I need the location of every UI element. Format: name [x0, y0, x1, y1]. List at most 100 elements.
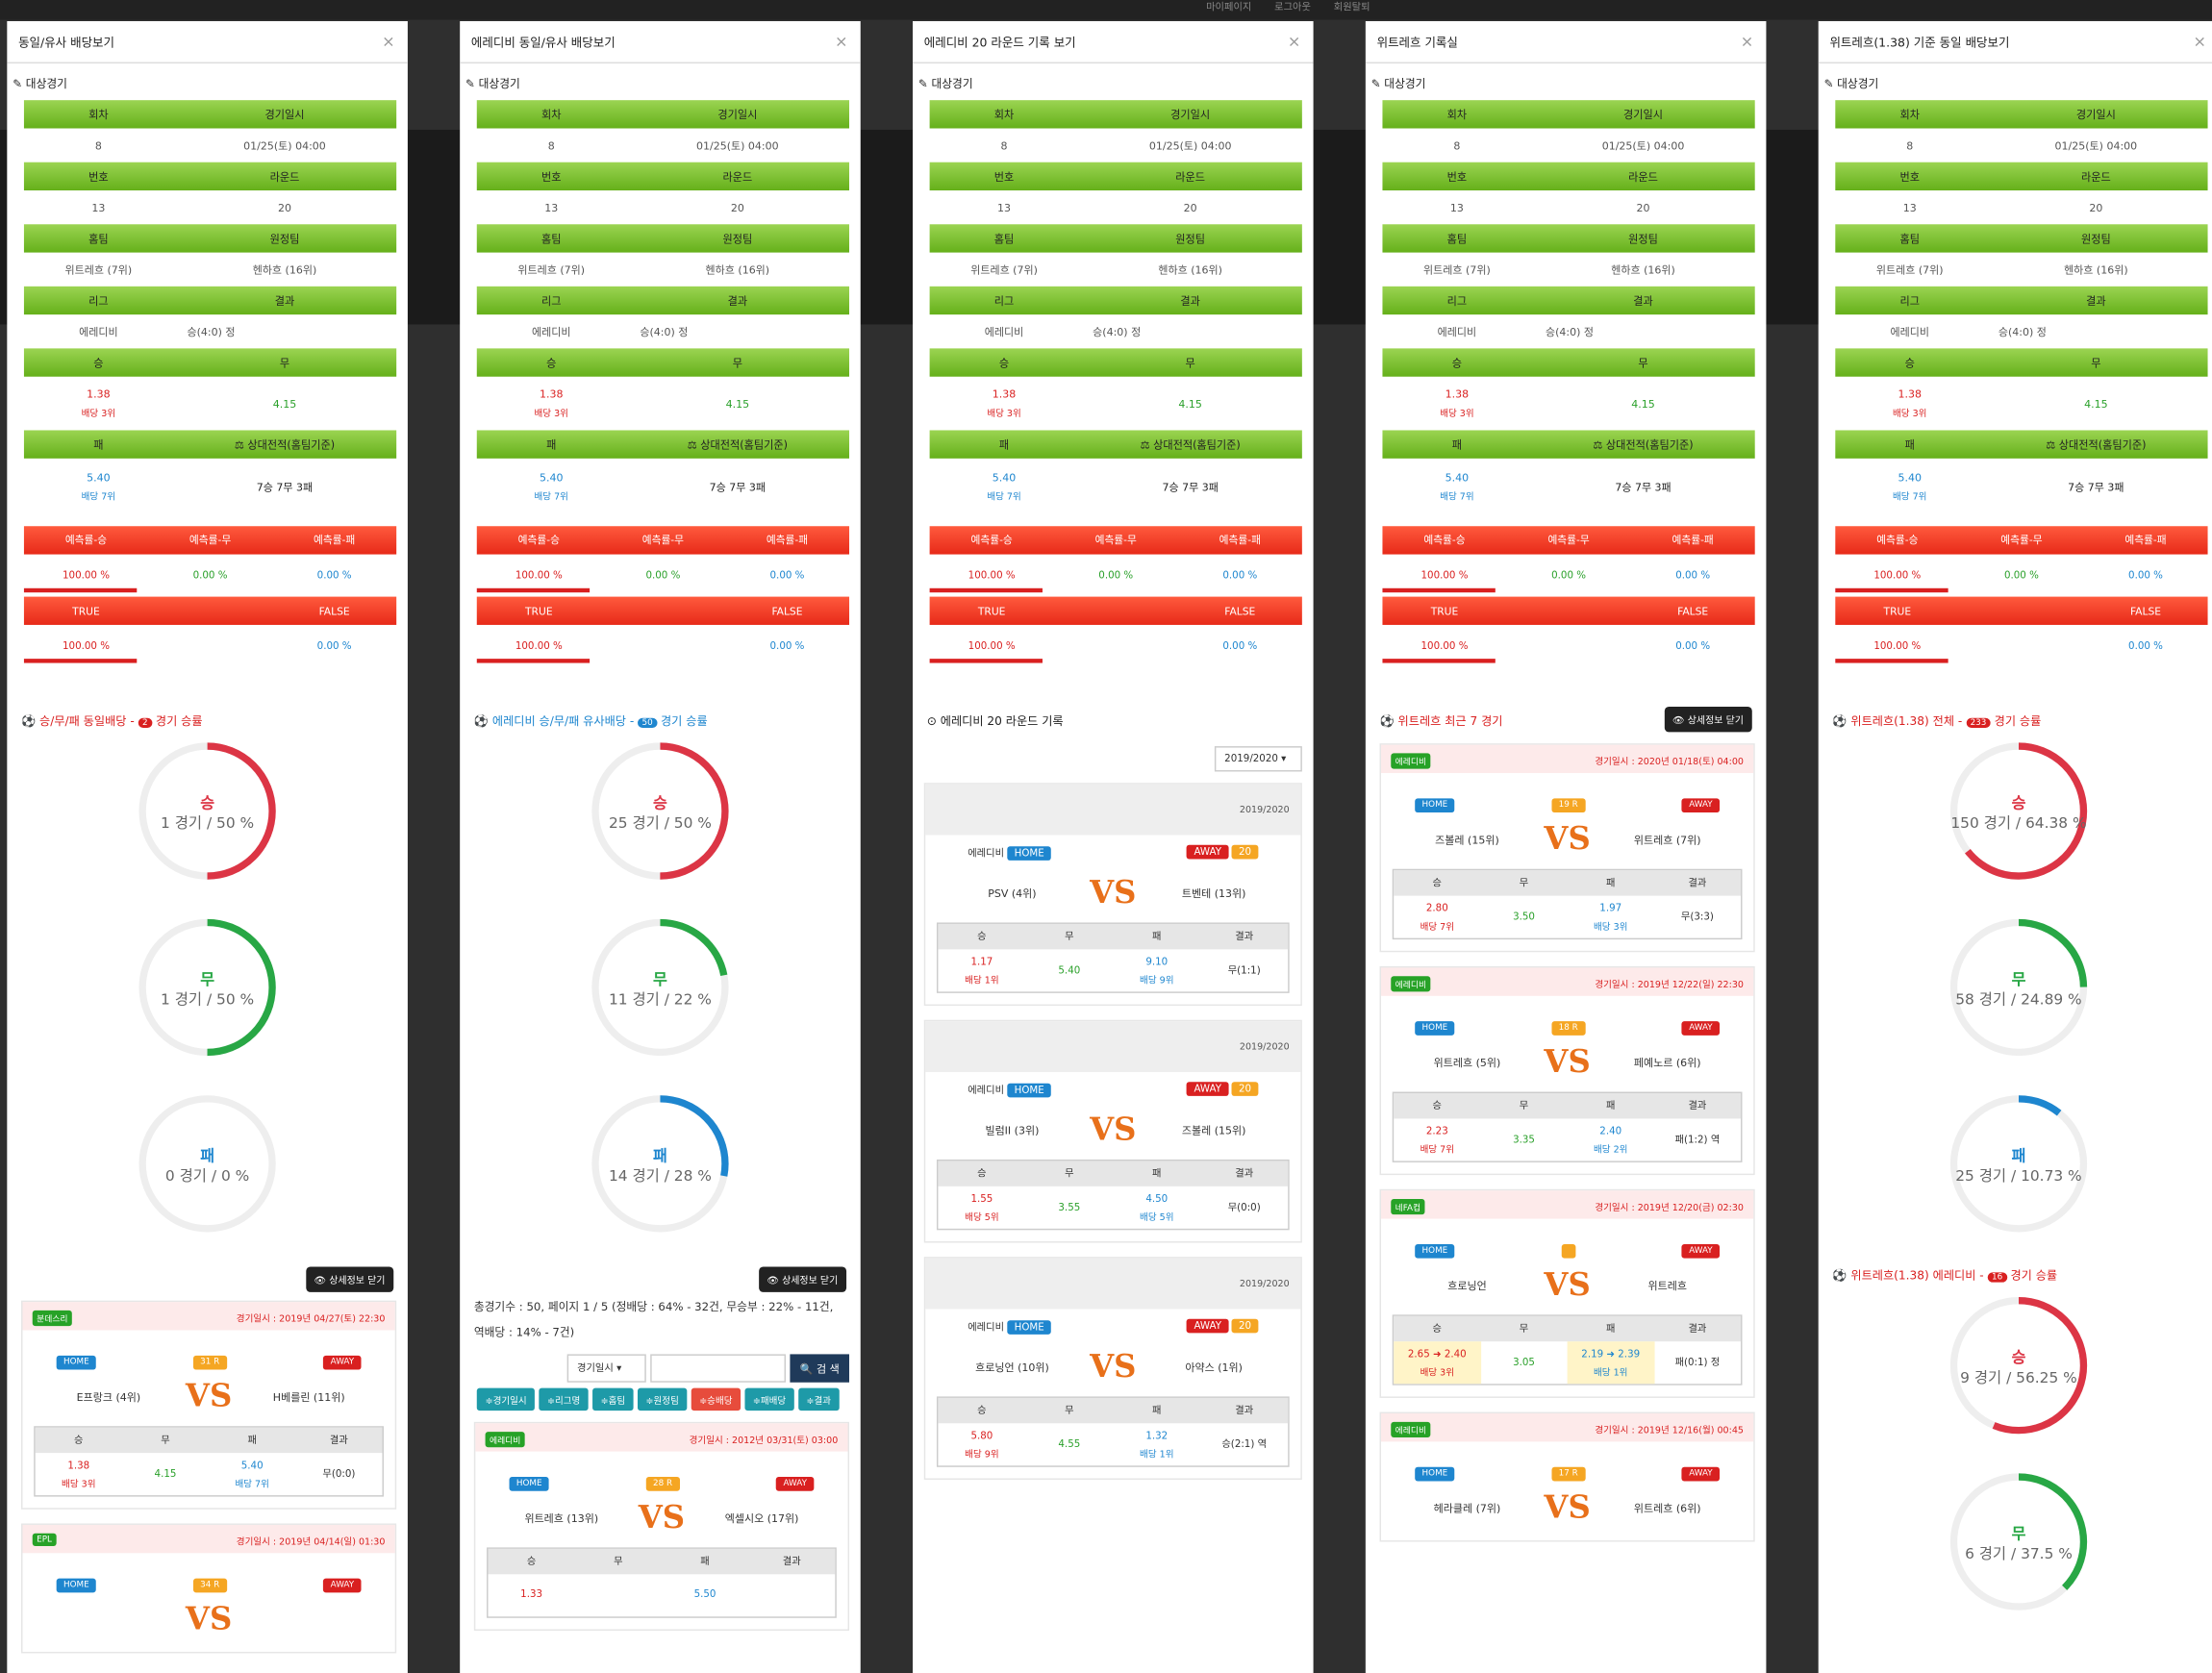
- sort-select[interactable]: 경기일시 ▾: [566, 1354, 646, 1383]
- prediction-values: 100.00 % 0.00 % 0.00 %: [23, 555, 396, 597]
- sort-button[interactable]: ≑경기일시: [476, 1387, 536, 1411]
- home-team-name: PSV (4위): [988, 886, 1037, 900]
- prediction-bar: [23, 587, 138, 593]
- mypage-link[interactable]: 마이페이지: [1206, 1, 1252, 13]
- prediction-values: 100.00 % 0.00 % 0.00 %: [476, 555, 849, 597]
- sort-button[interactable]: ≑결과: [797, 1387, 840, 1411]
- header-h2h: ⚖ 상대전적(홈팀기준): [687, 437, 788, 451]
- search-input[interactable]: [650, 1354, 787, 1383]
- prediction-values: 100.00 % 0.00 % 0.00 %: [1382, 555, 1754, 597]
- header-h2h: ⚖ 상대전적(홈팀기준): [1593, 437, 1694, 451]
- home-team-name: E프랑크 (4위): [76, 1389, 141, 1404]
- target-section-title: ✎ 대상경기: [1370, 77, 1426, 90]
- truefalse-values: 100.00 % 0.00 %: [1382, 625, 1754, 667]
- target-table: 회차 경기일시 8 01/25(토) 04:00 번호 라운드 13 20 홈팀 원정팀 …: [929, 100, 1302, 667]
- header-result: 결과: [2086, 293, 2106, 308]
- sort-button[interactable]: ≑원정팀: [637, 1387, 688, 1411]
- sort-button[interactable]: ≑패배당: [744, 1387, 794, 1411]
- match-card[interactable]: 분데스리 경기일시 : 2019년 04/27(토) 22:30 HOME 31 R…: [21, 1300, 397, 1510]
- league-badge: 에레디비: [1391, 976, 1431, 992]
- match-card[interactable]: 네FA컵 경기일시 : 2019년 12/20(금) 02:30 HOME AWAY…: [1379, 1188, 1755, 1398]
- number-value: 13: [1902, 201, 1917, 214]
- round-record[interactable]: 2019/2020 에레디비 HOME AWAY 20 빌럼II (3위) VS 즈볼…: [923, 1019, 1302, 1243]
- home-badge: HOME: [1415, 1466, 1455, 1482]
- match-date: 2019년 12/22(일) 22:30: [1637, 979, 1744, 990]
- prediction-bar: [1835, 587, 1948, 593]
- win-rank: 배당 7위: [1420, 1143, 1455, 1155]
- date-value: 01/25(토) 04:00: [243, 138, 326, 152]
- away-badge: AWAY: [1681, 798, 1721, 813]
- round-record[interactable]: 2019/2020 에레디비 HOME AWAY 20 흐로닝언 (10위) VS 아…: [923, 1257, 1302, 1480]
- detail-close-button[interactable]: 👁 상세정보 닫기: [1664, 707, 1752, 733]
- close-icon[interactable]: ×: [835, 32, 848, 51]
- league-name: 에레디비: [968, 1321, 1005, 1334]
- win-odds: 1.38: [67, 1459, 90, 1471]
- draw-odds: 3.35: [1513, 1134, 1535, 1146]
- round-badge: 20: [1231, 1318, 1259, 1334]
- header-loss: 패: [1904, 437, 1915, 451]
- loss-odds: 5.40: [539, 471, 564, 485]
- header-league: 리그: [88, 293, 109, 308]
- loss-rank: 배당 3위: [1594, 920, 1628, 933]
- round-value: 8: [1000, 138, 1008, 152]
- detail-close-button[interactable]: 👁 상세정보 닫기: [305, 1266, 394, 1292]
- sort-button[interactable]: ≑리그명: [539, 1387, 590, 1411]
- section-title: ⚽ 에레디비 승/무/패 유사배당 - 50 경기 승률: [473, 713, 708, 729]
- result-value: 승(4:0) 정: [1998, 325, 2047, 338]
- result-value: 승(4:0) 정: [640, 325, 689, 338]
- header-number: 번호: [993, 169, 1015, 183]
- detail-close-button[interactable]: 👁 상세정보 닫기: [758, 1266, 847, 1292]
- home-team-name: 헤라클레 (7위): [1433, 1501, 1501, 1514]
- header-loss: 패: [546, 437, 557, 451]
- search-button[interactable]: 🔍 검 색: [790, 1354, 850, 1383]
- match-card[interactable]: 에레디비 경기일시 : 2020년 01/18(토) 04:00 HOME 19 R…: [1379, 743, 1755, 953]
- h2h-value: 7승 7무 3패: [2068, 480, 2124, 493]
- close-icon[interactable]: ×: [1740, 32, 1754, 51]
- gauge-ring: [138, 742, 276, 880]
- gauge-label: 무: [200, 970, 215, 989]
- odds-table: 승 무 패 결과 5.80 배당 9위 4.55 1.32 배당 1위 승(2:1) 역: [936, 1396, 1290, 1467]
- win-odds: 1.38: [539, 387, 564, 401]
- date-value: 01/25(토) 04:00: [1601, 138, 1685, 152]
- win-odds: 1.33: [520, 1587, 543, 1599]
- gauge-value: 58 경기 / 24.89 %: [1955, 991, 2082, 1009]
- round-value: 8: [1906, 138, 1914, 152]
- draw-odds: 3.50: [1513, 911, 1535, 923]
- prediction-bar: [929, 587, 1043, 593]
- header-round: 회차: [540, 108, 562, 121]
- withdraw-link[interactable]: 회원탈퇴: [1333, 1, 1370, 13]
- match-date: 2019년 12/20(금) 02:30: [1637, 1201, 1744, 1213]
- header-win: 승: [546, 356, 557, 369]
- close-icon[interactable]: ×: [1287, 32, 1301, 51]
- draw-odds: 4.15: [725, 396, 750, 411]
- home-team: 위트레흐 (7위): [517, 262, 586, 276]
- odds-table: 승 무 패 결과 2.80 배당 7위 3.50 1.97 배당 3위 무(3:3): [1392, 868, 1743, 940]
- gauge-value: 14 경기 / 28 %: [608, 1167, 712, 1186]
- match-card[interactable]: EPL 경기일시 : 2019년 04/14(일) 01:30 HOME 34 R A…: [21, 1523, 397, 1654]
- vs-text: VS: [638, 1499, 686, 1536]
- season-label: 2019/2020: [925, 784, 1301, 836]
- gauge-패: 패 25 경기 / 10.73 %: [1946, 1090, 2093, 1237]
- sort-button[interactable]: ≑승배당: [691, 1387, 742, 1411]
- league-badge: 에레디비: [485, 1432, 525, 1448]
- gauge-ring: [1949, 1296, 2088, 1435]
- match-card[interactable]: 에레디비 경기일시 : 2019년 12/22(일) 22:30 HOME 18 R…: [1379, 965, 1755, 1176]
- match-card[interactable]: 에레디비 경기일시 : 2019년 12/16(월) 00:45 HOME 17 R…: [1379, 1411, 1755, 1542]
- win-odds: 1.38: [87, 387, 111, 401]
- close-icon[interactable]: ×: [382, 32, 395, 51]
- away-team-name: 위트레흐 (7위): [1633, 833, 1701, 846]
- round-badge: 28 R: [645, 1477, 680, 1491]
- away-team-name: 위트레흐: [1647, 1278, 1687, 1292]
- season-select[interactable]: 2019/2020 ▾: [1214, 746, 1302, 772]
- home-team-name: 흐로닝언 (10위): [975, 1361, 1049, 1374]
- round-record[interactable]: 2019/2020 에레디비 HOME AWAY 20 PSV (4위) VS 트벤테…: [923, 783, 1302, 1007]
- gauge-value: 150 경기 / 64.38 %: [1950, 814, 2087, 833]
- match-card[interactable]: 에레디비 경기일시 : 2012년 03/31(토) 03:00 HOME 28 R…: [473, 1421, 850, 1631]
- loss-rank: 배당 7위: [81, 490, 116, 503]
- sort-button[interactable]: ≑홈팀: [591, 1387, 635, 1411]
- header-date: 경기일시: [717, 108, 758, 121]
- header-date: 경기일시: [2075, 108, 2116, 121]
- header-round: 회차: [1899, 108, 1920, 121]
- logout-link[interactable]: 로그아웃: [1274, 1, 1311, 13]
- close-icon[interactable]: ×: [2193, 32, 2207, 51]
